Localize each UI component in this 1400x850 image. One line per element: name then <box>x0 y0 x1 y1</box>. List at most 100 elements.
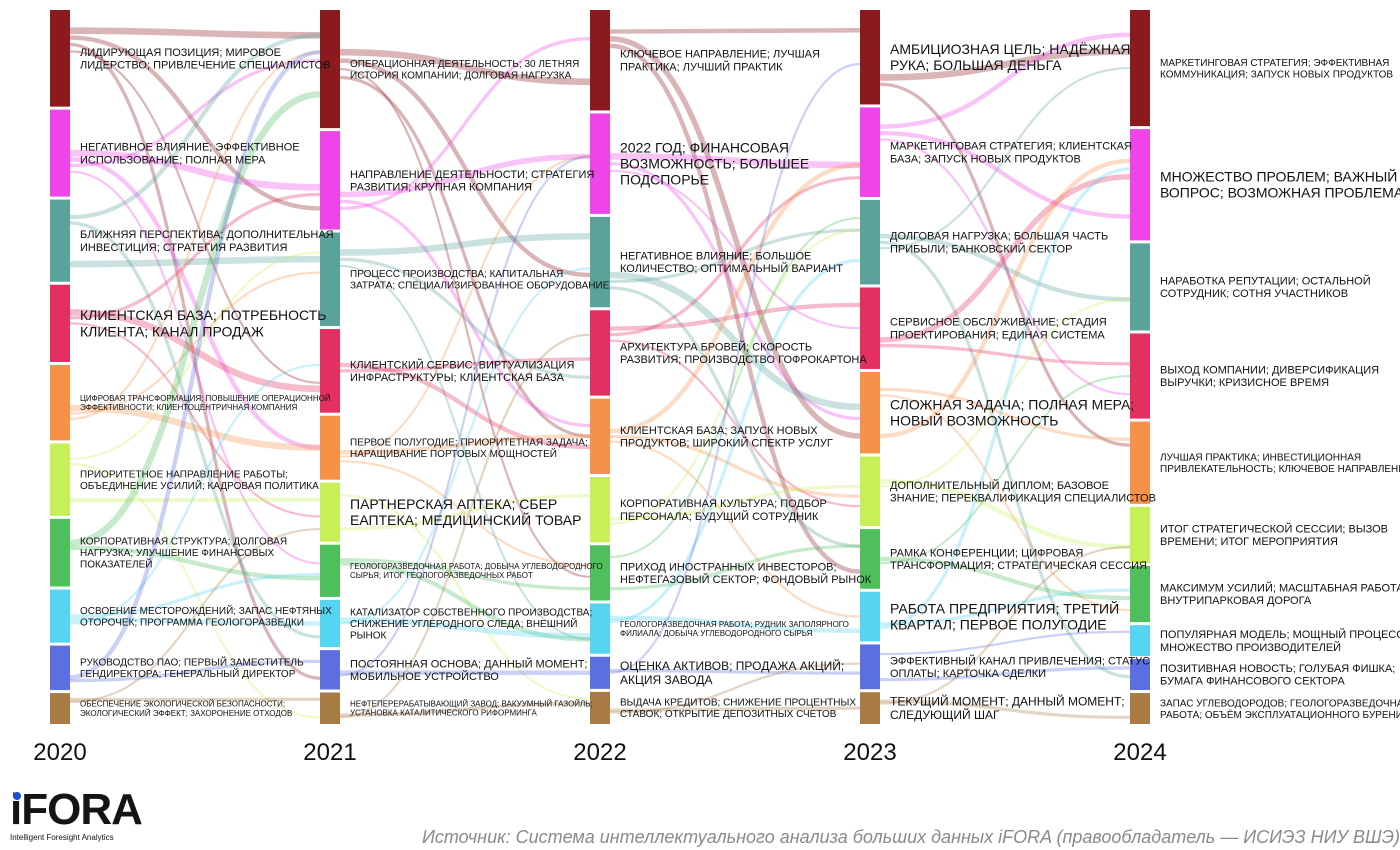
node-label: ПОСТОЯННАЯ ОСНОВА; ДАННЫЙ МОМЕНТ; МОБИЛЬН… <box>350 657 587 683</box>
node-bar <box>860 456 880 527</box>
node-label: ПРИХОД ИНОСТРАННЫХ ИНВЕСТОРОВ; НЕФТЕГАЗОВ… <box>620 561 872 586</box>
node-bar <box>590 656 610 689</box>
node-bar <box>1130 625 1150 657</box>
node-label: КОРПОРАТИВНАЯ СТРУКТУРА; ДОЛГОВАЯ НАГРУЗК… <box>80 537 287 571</box>
flow-link <box>69 545 321 581</box>
node-label: ВЫДАЧА КРЕДИТОВ; СНИЖЕНИЕ ПРОЦЕНТНЫХ СТАВ… <box>620 698 856 721</box>
flow-link <box>879 556 1131 601</box>
flow-link <box>609 43 861 574</box>
node-label: РАБОТА ПРЕДПРИЯТИЯ; ТРЕТИЙ КВАРТАЛ; ПЕРВО… <box>890 599 1119 632</box>
node-bar <box>860 529 880 589</box>
flow-link <box>69 157 321 450</box>
node-bar <box>50 693 70 724</box>
node-label: ГЕОЛОГОРАЗВЕДОЧНАЯ РАБОТА; РУДНИК ЗАПОЛЯ… <box>620 620 849 638</box>
flow-link <box>609 271 861 411</box>
node-bar <box>590 10 610 111</box>
node-bar <box>50 10 70 107</box>
flow-link <box>879 630 1131 656</box>
node-label: КЛИЕНТСКИЙ СЕРВИС; ВИРТУАЛИЗАЦИЯ ИНФРАСТР… <box>350 358 574 384</box>
node-bar <box>860 644 880 690</box>
flow-link <box>69 192 321 320</box>
node-label: НЕГАТИВНОЕ ВЛИЯНИЕ; БОЛЬШОЕ КОЛИЧЕСТВО; О… <box>620 251 843 276</box>
logo-subtitle: Intelligent Foresight Analytics <box>10 833 114 842</box>
flow-link <box>339 333 591 719</box>
node-bar <box>860 371 880 454</box>
node-label: ЦИФРОВАЯ ТРАНСФОРМАЦИЯ; ПОВЫШЕНИЕ ОПЕРАЦ… <box>80 394 331 412</box>
node-label: ВЫХОД КОМПАНИИ; ДИВЕРСИФИКАЦИЯ ВЫРУЧКИ; К… <box>1160 365 1379 390</box>
flow-link <box>879 174 1131 343</box>
flow-link <box>69 149 321 191</box>
node-bar <box>590 691 610 724</box>
node-bar <box>320 650 340 690</box>
flow-link <box>609 544 861 591</box>
flow-link <box>69 221 321 639</box>
node-label: МАКСИМУМ УСИЛИЙ; МАСШТАБНАЯ РАБОТА; ВНУТР… <box>1160 582 1400 608</box>
flow-link <box>609 216 861 559</box>
year-label: 2020 <box>33 739 86 766</box>
year-label: 2024 <box>1113 739 1166 766</box>
ifora-logo: iFORA Intelligent Foresight Analytics <box>10 785 143 845</box>
node-bar <box>1130 243 1150 331</box>
flow-link <box>339 58 591 278</box>
node-bar <box>50 365 70 441</box>
node-label: БЛИЖНЯЯ ПЕРСПЕКТИВА; ДОПОЛНИТЕЛЬНАЯ ИНВЕС… <box>80 229 334 254</box>
flow-link <box>879 479 1131 550</box>
node-label: КЛИЕНТСКАЯ БАЗА; ПОТРЕБНОСТЬ КЛИЕНТА; КАН… <box>80 307 326 339</box>
flow-link <box>609 28 861 34</box>
flow-link <box>879 374 1131 565</box>
flow-link <box>69 322 321 518</box>
node-label: ТЕКУЩИЙ МОМЕНТ; ДАННЫЙ МОМЕНТ; СЛЕДУЮЩИЙ … <box>890 693 1125 722</box>
node-label: ЛУЧШАЯ ПРАКТИКА; ИНВЕСТИЦИОННАЯ ПРИВЛЕКАТ… <box>1160 452 1400 475</box>
node-label: КОРПОРАТИВНАЯ КУЛЬТУРА; ПОДБОР ПЕРСОНАЛА;… <box>620 498 827 523</box>
flow-link <box>879 167 1131 629</box>
flow-link <box>879 394 1131 612</box>
node-bar <box>320 232 340 327</box>
flow-link <box>609 302 861 331</box>
node-label: НАПРАВЛЕНИЕ ДЕЯТЕЛЬНОСТИ; СТРАТЕГИЯ РАЗВИ… <box>350 169 594 194</box>
node-bar <box>1130 333 1150 419</box>
alluvial-chart: ЛИДИРУЮЩАЯ ПОЗИЦИЯ; МИРОВОЕ ЛИДЕРСТВО; ПР… <box>33 10 1400 766</box>
node-bar <box>590 476 610 543</box>
flow-link <box>879 158 1131 439</box>
flow-link <box>879 344 1131 366</box>
node-bar <box>590 398 610 474</box>
flow-link <box>69 309 321 393</box>
node-bar <box>320 482 340 542</box>
node-bar <box>320 329 340 413</box>
flow-link <box>69 271 321 415</box>
node-bar <box>320 415 340 480</box>
node-label: ИТОГ СТРАТЕГИЧЕСКОЙ СЕССИИ; ВЫЗОВ ВРЕМЕНИ… <box>1160 522 1388 548</box>
flow-link <box>69 51 321 420</box>
logo-dot-icon <box>13 792 21 800</box>
node-bar <box>590 603 610 654</box>
node-bar <box>50 199 70 282</box>
flow-link <box>609 176 861 337</box>
node-bar <box>320 544 340 597</box>
node-bar <box>590 113 610 214</box>
node-bar <box>590 216 610 308</box>
flow-link <box>69 58 321 168</box>
flow-link <box>609 662 861 714</box>
flows-layer <box>69 27 1131 720</box>
year-axis: 2020 2021 2022 2023 2024 <box>33 739 1166 766</box>
year-label: 2023 <box>843 739 896 766</box>
flow-link <box>879 66 1131 250</box>
flow-link <box>69 363 321 625</box>
node-label: ПОПУЛЯРНАЯ МОДЕЛЬ; МОЩНЫЙ ПРОЦЕССОР; МНОЖ… <box>1160 628 1400 654</box>
node-label: ОПЕРАЦИОННАЯ ДЕЯТЕЛЬНОСТЬ; 30 ЛЕТНЯЯ ИСТО… <box>350 59 579 82</box>
node-label: АМБИЦИОЗНАЯ ЦЕЛЬ; НАДЁЖНАЯ РУКА; БОЛЬШАЯ … <box>890 41 1131 73</box>
flow-link <box>609 153 861 169</box>
node-label: ЗАПАС УГЛЕВОДОРОДОВ; ГЕОЛОГОРАЗВЕДОЧНАЯ Р… <box>1160 698 1400 721</box>
flow-link <box>69 33 321 220</box>
flow-link <box>339 48 591 86</box>
node-label: 2022 ГОД; ФИНАНСОВАЯ ВОЗМОЖНОСТЬ; БОЛЬШЕЕ… <box>620 139 809 187</box>
year-label: 2022 <box>573 739 626 766</box>
node-label: ЭФФЕКТИВНЫЙ КАНАЛ ПРИВЛЕЧЕНИЯ; СТАТУС ОПЛ… <box>890 654 1150 680</box>
flow-link <box>609 668 861 675</box>
flow-link <box>69 42 321 680</box>
flow-link <box>879 32 1131 129</box>
flow-link <box>609 706 861 712</box>
flow-link <box>339 232 591 256</box>
node-label: КАТАЛИЗАТОР СОБСТВЕННОГО ПРОИЗВОДСТВА; СН… <box>350 608 592 642</box>
flow-link <box>609 440 861 618</box>
